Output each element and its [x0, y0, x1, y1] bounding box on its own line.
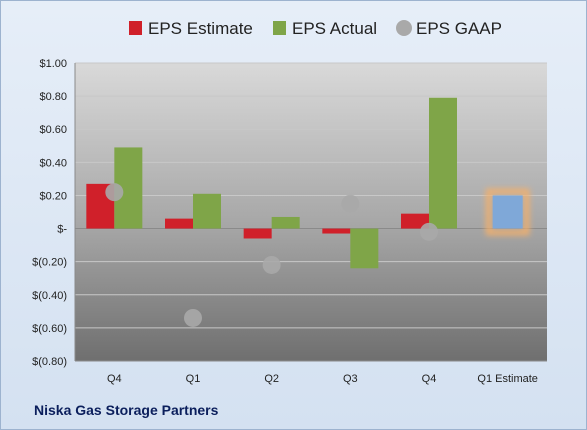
- actual-bar: [350, 228, 379, 269]
- legend: EPS Estimate EPS Actual EPS GAAP: [129, 19, 502, 38]
- x-tick-label: Q2: [264, 373, 279, 385]
- legend-label: EPS Estimate: [148, 19, 253, 38]
- legend-swatch: [396, 20, 412, 36]
- gaap-point: [262, 255, 281, 274]
- y-tick-label: $1.00: [39, 58, 67, 70]
- x-tick-label: Q4: [422, 373, 437, 385]
- gaap-points: [105, 183, 438, 327]
- y-tick-label: $0.80: [39, 91, 67, 103]
- x-tick-label: Q1: [186, 373, 201, 385]
- estimate-bar: [165, 218, 193, 229]
- y-tick-label: $(0.80): [32, 356, 67, 368]
- y-tick-label: $(0.20): [32, 257, 67, 269]
- plot-area: [75, 63, 547, 361]
- next-estimate-bar: [492, 195, 523, 229]
- x-tick-label: Q4: [107, 373, 122, 385]
- y-tick-label: $(0.60): [32, 323, 67, 335]
- axes: $1.00 $0.80 $0.60 $0.40 $0.20 $- $(0.20) $(0.40…: [32, 58, 547, 385]
- x-tick-label: Q1 Estimate: [477, 373, 538, 385]
- y-tick-label: $0.20: [39, 190, 67, 202]
- y-tick-label: $(0.40): [32, 290, 67, 302]
- company-name: Niska Gas Storage Partners: [34, 402, 219, 418]
- estimate-bar: [322, 228, 351, 234]
- estimate-bar: [243, 228, 272, 239]
- legend-swatch: [273, 21, 286, 35]
- y-tick-label: $-: [57, 224, 67, 236]
- estimate-bar: [401, 213, 429, 229]
- eps-chart: $1.00 $0.80 $0.60 $0.40 $0.20 $- $(0.20) $(0.40…: [32, 19, 547, 385]
- y-tick-label: $0.60: [39, 124, 67, 136]
- actual-bar: [193, 193, 221, 229]
- actual-bar: [429, 97, 457, 229]
- legend-swatch: [129, 21, 142, 35]
- gaap-point: [341, 194, 360, 213]
- gaap-point: [184, 308, 202, 327]
- gaap-point: [105, 183, 124, 202]
- gaap-point: [420, 222, 438, 241]
- y-tick-label: $0.40: [39, 157, 67, 169]
- legend-label: EPS GAAP: [416, 19, 502, 38]
- x-tick-label: Q3: [343, 373, 358, 385]
- legend-label: EPS Actual: [292, 19, 377, 38]
- next-estimate-glow: [485, 188, 530, 236]
- actual-bar: [271, 216, 300, 229]
